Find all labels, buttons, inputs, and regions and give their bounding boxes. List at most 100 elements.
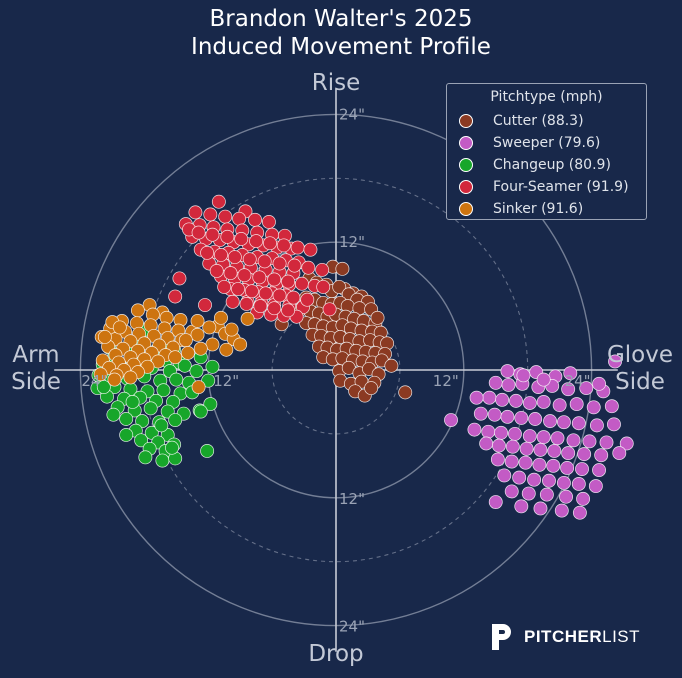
point-changeup	[106, 407, 121, 422]
point-sweeper	[522, 396, 537, 410]
point-sinker	[224, 322, 239, 337]
point-sweeper	[589, 418, 604, 433]
ring-label-5: 12"	[213, 372, 239, 390]
point-sweeper	[543, 414, 558, 429]
point-four-seamer	[287, 258, 302, 273]
point-sinker	[233, 337, 248, 352]
pitcherlist-logo: PITCHERLIST	[490, 622, 640, 652]
point-four-seamer	[272, 256, 287, 271]
ring-label-7: 24"	[565, 372, 591, 390]
point-four-seamer	[263, 236, 277, 251]
point-four-seamer	[290, 240, 305, 255]
point-changeup	[96, 380, 111, 394]
point-four-seamer	[303, 242, 318, 257]
point-four-seamer	[315, 262, 330, 277]
chart-title-line-2: Induced Movement Profile	[191, 34, 491, 60]
point-changeup	[205, 359, 220, 374]
point-changeup	[160, 428, 175, 442]
point-sweeper	[469, 390, 484, 405]
point-sinker	[178, 333, 193, 348]
ring-label-0: 12"	[339, 233, 365, 251]
point-changeup	[193, 404, 208, 419]
point-sweeper	[550, 431, 565, 446]
legend: Pitchtype (mph) Cutter (88.3) Sweeper (7…	[446, 83, 647, 220]
point-sinker	[205, 337, 220, 352]
point-four-seamer	[258, 286, 273, 301]
point-changeup	[125, 395, 140, 409]
point-sweeper	[504, 454, 519, 469]
point-sweeper	[497, 468, 512, 483]
axis-label-arm-side: Arm Side	[11, 342, 61, 395]
point-sweeper	[488, 495, 503, 510]
ring-label-2: 12"	[339, 490, 365, 508]
point-four-seamer	[188, 205, 203, 220]
wordmark-light: LIST	[602, 627, 641, 646]
point-sweeper	[521, 486, 536, 501]
point-sweeper	[519, 441, 534, 456]
legend-label-changeup: Changeup (80.9)	[493, 157, 611, 173]
point-sweeper	[582, 434, 597, 449]
point-sweeper	[536, 430, 551, 445]
point-cutter	[370, 310, 385, 325]
ring-labels: 12" 24" 12" 24" 24" 12" 12" 24"	[81, 105, 590, 635]
point-sweeper	[556, 475, 571, 490]
chart-title-line-1: Brandon Walter's 2025	[209, 6, 473, 32]
point-sinker	[190, 327, 205, 342]
point-sweeper	[561, 382, 576, 397]
legend-label-cutter: Cutter (88.3)	[493, 113, 584, 129]
point-changeup	[138, 450, 153, 465]
legend-item-sweeper: Sweeper (79.6)	[459, 132, 646, 154]
point-sinker	[214, 310, 228, 325]
legend-swatch-sweeper	[459, 136, 473, 150]
point-sweeper	[512, 470, 527, 485]
point-sweeper	[594, 448, 609, 463]
point-four-seamer	[249, 234, 264, 249]
point-sweeper	[467, 422, 482, 437]
point-sinker	[202, 320, 217, 335]
point-changeup	[201, 373, 216, 388]
point-sweeper	[554, 503, 569, 518]
point-four-seamer	[203, 207, 218, 222]
point-four-seamer	[231, 282, 245, 297]
point-cutter	[398, 385, 413, 400]
legend-item-sinker: Sinker (91.6)	[459, 198, 646, 220]
point-four-seamer	[242, 252, 257, 267]
point-sweeper	[514, 499, 529, 514]
point-sweeper	[571, 416, 586, 431]
point-sweeper	[518, 455, 533, 470]
point-changeup	[154, 418, 169, 433]
point-sweeper	[516, 368, 531, 383]
point-sinker	[240, 311, 255, 326]
point-sweeper	[488, 375, 503, 390]
point-four-seamer	[205, 227, 220, 242]
point-four-seamer	[218, 209, 233, 224]
point-four-seamer	[223, 266, 238, 281]
point-sweeper	[539, 487, 554, 502]
point-four-seamer	[220, 229, 235, 244]
point-sweeper	[501, 377, 516, 392]
point-sweeper	[509, 393, 523, 408]
point-sweeper	[505, 439, 520, 454]
legend-label-four-seamer: Four-Seamer (91.9)	[493, 179, 629, 195]
point-sweeper	[572, 505, 587, 520]
pitcherlist-logo-icon	[492, 624, 511, 650]
point-four-seamer	[172, 271, 187, 286]
point-changeup	[156, 383, 171, 398]
point-sweeper	[560, 461, 575, 475]
pitcherlist-wordmark: PITCHERLIST	[524, 627, 640, 647]
point-sweeper	[482, 390, 497, 405]
point-sweeper	[481, 424, 496, 439]
point-four-seamer	[281, 274, 296, 289]
point-sinker	[181, 346, 195, 360]
point-sweeper	[490, 452, 505, 467]
point-sweeper	[528, 412, 543, 426]
point-sweeper	[569, 397, 584, 412]
point-sinker	[130, 303, 145, 318]
legend-item-four-seamer: Four-Seamer (91.9)	[459, 176, 646, 198]
point-changeup	[203, 397, 218, 412]
point-sweeper	[500, 409, 515, 424]
legend-item-changeup: Changeup (80.9)	[459, 154, 646, 176]
point-sweeper	[444, 413, 458, 428]
point-changeup	[200, 443, 215, 458]
